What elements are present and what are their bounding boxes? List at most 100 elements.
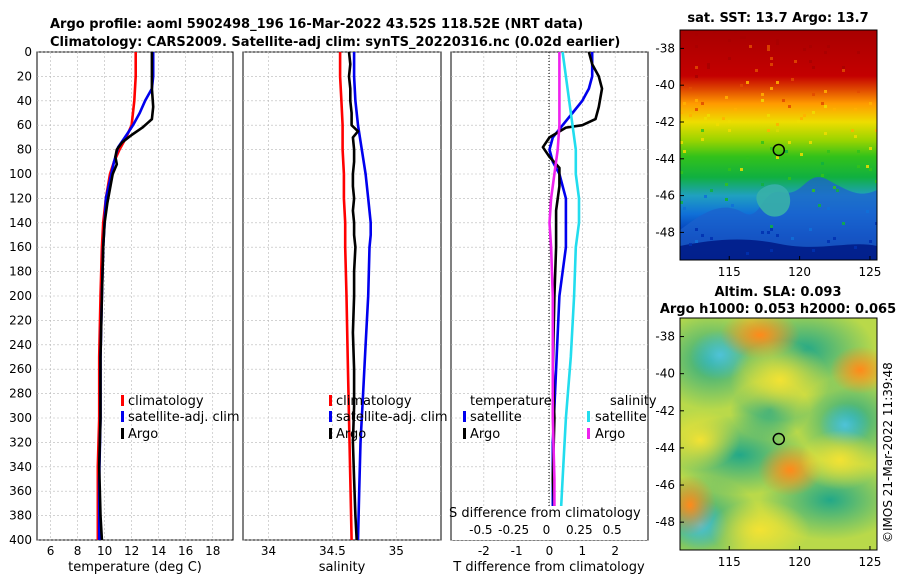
- series-line-argo: [97, 52, 155, 540]
- sst-pixel: [854, 108, 857, 111]
- s-diff-tick-label: 0.25: [566, 523, 593, 537]
- sst-pixel: [740, 36, 743, 39]
- sst-map-frame: [679, 29, 878, 261]
- x-tick-label: 16: [178, 544, 193, 558]
- x-tick-label: 34: [261, 544, 276, 558]
- sst-pixel: [710, 189, 713, 192]
- sst-pixel: [869, 147, 872, 150]
- difference-lines: [541, 52, 604, 540]
- sst-pixel: [728, 39, 731, 42]
- sst-pixel: [707, 63, 710, 66]
- sla-map-ticks: 115 120 125 -38 -40 -42 -44 -46 -48: [655, 330, 881, 569]
- sst-pixel: [776, 234, 779, 237]
- sst-pixel: [842, 69, 845, 72]
- sst-pixel: [875, 222, 877, 225]
- sst-pixel: [791, 237, 794, 240]
- sst-pixel: [770, 57, 773, 60]
- sst-deep-cold-band: [680, 239, 877, 260]
- sst-pixel: [740, 168, 743, 171]
- y-tick-label: 120: [9, 191, 32, 205]
- sst-eddy: [756, 184, 791, 217]
- sst-pixel: [770, 87, 773, 90]
- sst-pixel: [821, 102, 824, 105]
- sst-pixel: [734, 30, 737, 33]
- secondary-axis-backdrop: [452, 506, 647, 540]
- map-x-tick-label: 125: [859, 555, 882, 569]
- salinity-panel: 34 34.5 35 salinity climatology satellite-…: [242, 51, 448, 575]
- map-y-tick-label: -44: [655, 152, 675, 166]
- y-tick-label: 320: [9, 435, 32, 449]
- salinity-tick-labels: 34 34.5 35: [261, 544, 404, 558]
- sst-pixel: [857, 51, 860, 54]
- temperature-lines: [96, 52, 155, 540]
- sla-blob: [680, 410, 740, 470]
- sst-pixel: [812, 66, 815, 69]
- sst-pixel: [695, 108, 698, 111]
- sst-pixel: [812, 111, 815, 114]
- sst-pixel: [833, 108, 836, 111]
- sst-pixel: [680, 201, 683, 204]
- sst-pixel: [800, 153, 803, 156]
- s-diff-tick-label: -0.25: [498, 523, 529, 537]
- sst-pixel: [812, 189, 815, 192]
- sst-pixel: [803, 48, 806, 51]
- legend-climatology-label: climatology: [336, 394, 412, 409]
- imos-timestamp-watermark: ©IMOS 21-Mar-2022 11:39:48: [881, 362, 895, 543]
- legend-argo-swatch: [121, 428, 124, 439]
- sst-map-ticks: 115 120 125 -38 -40 -42 -44 -46 -48: [655, 41, 881, 279]
- sst-pixel: [851, 129, 854, 132]
- sla-map-title-line-2: Argo h1000: 0.053 h2000: 0.065: [660, 302, 896, 317]
- sst-pixel: [776, 81, 779, 84]
- y-tick-label: 220: [9, 313, 32, 327]
- sst-pixel: [734, 108, 737, 111]
- sst-pixel: [797, 120, 800, 123]
- sst-pixel: [824, 132, 827, 135]
- sst-pixel: [827, 174, 830, 177]
- sst-pixel: [791, 78, 794, 81]
- sst-pixel: [767, 114, 770, 117]
- sst-pixel: [875, 129, 877, 132]
- sst-pixel: [689, 243, 692, 246]
- sst-pixel: [755, 69, 758, 72]
- sst-pixel: [866, 165, 869, 168]
- sst-pixel: [827, 150, 830, 153]
- sst-pixel: [770, 249, 773, 252]
- sst-pixel: [695, 75, 698, 78]
- sst-pixel: [782, 99, 785, 102]
- sst-pixel: [731, 204, 734, 207]
- sst-pixel: [827, 240, 830, 243]
- sst-pixel: [683, 150, 686, 153]
- sst-pixel: [836, 189, 839, 192]
- sst-pixel: [680, 171, 683, 174]
- title-line-2: Climatology: CARS2009. Satellite-adj cli…: [50, 35, 620, 50]
- sst-pixel: [857, 165, 860, 168]
- difference-tick-labels: -2 -1 0 1 2: [478, 544, 619, 558]
- sst-pixel: [683, 207, 686, 210]
- sst-pixel: [866, 210, 869, 213]
- map-x-tick-label: 120: [788, 555, 811, 569]
- difference-panel: -2 -1 0 1 2 S difference from climatology -0…: [449, 51, 657, 575]
- map-y-tick-label: -40: [655, 78, 675, 92]
- sst-pixel: [824, 105, 827, 108]
- sst-map-title: sat. SST: 13.7 Argo: 13.7: [687, 11, 868, 26]
- sst-pixel: [854, 246, 857, 249]
- legend-satellite-swatch: [121, 411, 124, 422]
- sst-pixel: [713, 30, 716, 33]
- sst-pixel: [833, 237, 836, 240]
- sst-pixel: [770, 63, 773, 66]
- sst-pixel: [869, 240, 872, 243]
- sst-pixel: [695, 33, 698, 36]
- map-y-tick-label: -48: [655, 225, 675, 239]
- legend-t-satellite-label: satellite: [470, 410, 522, 425]
- legend-climatology-swatch: [121, 395, 124, 406]
- legend-s-argo-swatch: [587, 428, 590, 439]
- s-diff-tick-label: -0.5: [469, 523, 492, 537]
- sst-pixel: [842, 222, 845, 225]
- y-tick-label: 240: [9, 338, 32, 352]
- map-y-tick-label: -42: [655, 115, 675, 129]
- sst-pixel: [701, 102, 704, 105]
- temperature-panel: 6 8 10 12 14 16 180204060801001201401601802002…: [9, 45, 240, 575]
- map-x-tick-label: 115: [718, 555, 741, 569]
- y-tick-label: 300: [9, 411, 32, 425]
- series-line-satellite-adj-clim: [352, 52, 373, 540]
